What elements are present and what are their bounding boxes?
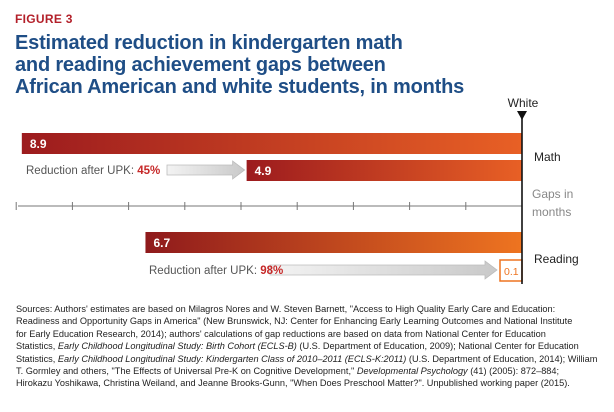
sources-text: (41) (2005): 872–884; [467, 366, 560, 377]
math-category-label: Math [534, 150, 561, 164]
reading-category-label: Reading [534, 252, 579, 266]
chart-title-line-1: Estimated reduction in kindergarten math [15, 32, 403, 54]
sources-line: for Early Education Research, 2014); aut… [16, 328, 546, 339]
sources-title-italic: Early Childhood Longitudinal Study: Birt… [57, 341, 297, 352]
sources-title-italic: Early Childhood Longitudinal Study: Kind… [57, 353, 407, 364]
sources-text: (U.S. Department of Education, 2009); Na… [296, 341, 579, 352]
math-gap-before-label: 8.9 [30, 137, 47, 151]
x-axis-label-line-1: Gaps in [532, 187, 573, 201]
math-gap-after-bar [246, 160, 522, 181]
reading-reduction-prefix: Reduction after UPK: [149, 265, 260, 277]
math-reduction-percent: 45% [137, 165, 160, 177]
reading-reduction-label: Reduction after UPK: 98% [149, 265, 283, 277]
x-axis-label-line-2: months [532, 205, 571, 219]
white-reference-label: White [508, 96, 539, 110]
chart-title-line-3: African American and white students, in … [15, 76, 465, 98]
math-reduction-arrow [166, 160, 246, 180]
math-gap-before-bar [21, 133, 522, 154]
sources-line: T. Gormley and others, "The Effects of U… [16, 365, 600, 377]
sources-line: Hirokazu Yoshikawa, Christina Weiland, a… [16, 378, 570, 389]
reading-reduction-arrow [269, 260, 498, 280]
math-gap-after-label: 4.9 [255, 164, 272, 178]
sources-title-italic: Developmental Psychology [356, 366, 468, 377]
sources-note: Sources: Authors' estimates are based on… [16, 303, 600, 390]
sources-line: Sources: Authors' estimates are based on… [16, 304, 556, 314]
sources-line: Readiness and Opportunity Gaps in Americ… [16, 316, 573, 327]
chart-title-line-2: and reading achievement gaps between [15, 54, 386, 76]
sources-text: T. Gormley and others, "The Effects of U… [16, 366, 357, 377]
x-axis-ticks [15, 202, 523, 210]
reading-gap-before-label: 6.7 [153, 236, 170, 250]
sources-text: (U.S. Department of Education, 2014); Wi… [406, 353, 598, 364]
sources-text: Statistics, [16, 341, 58, 352]
math-reduction-prefix: Reduction after UPK: [26, 165, 137, 177]
sources-text: Statistics, [16, 353, 58, 364]
chart: 8.9 Reduction after UPK: 45% 4.9 Math 6.… [15, 96, 579, 284]
white-reference-marker-icon [517, 111, 527, 120]
x-axis-label: Gaps in months [532, 187, 573, 219]
figure-label: FIGURE 3 [15, 12, 73, 26]
reading-gap-after-label: 0.1 [504, 266, 519, 278]
reading-reduction-percent: 98% [260, 265, 283, 277]
reading-gap-before-bar [145, 232, 522, 253]
sources-line: Statistics, Early Childhood Longitudinal… [16, 353, 600, 365]
sources-line: Statistics, Early Childhood Longitudinal… [16, 340, 600, 352]
math-reduction-label: Reduction after UPK: 45% [26, 165, 160, 177]
